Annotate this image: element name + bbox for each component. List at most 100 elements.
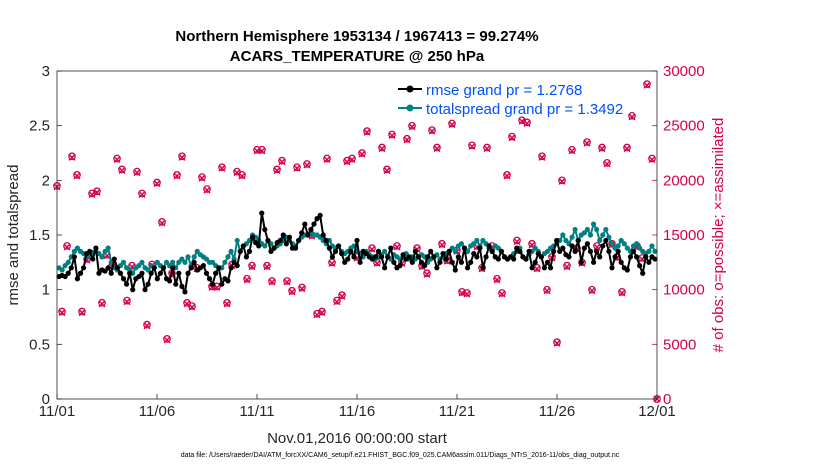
- rmse-point: [335, 243, 342, 249]
- rmse-point: [603, 237, 609, 244]
- rmse-point: [77, 270, 84, 276]
- rmse-point: [652, 256, 658, 262]
- assimilated-obs-point: [493, 276, 501, 284]
- y-tick-label: 2.5: [29, 118, 50, 135]
- rmse-point: [378, 254, 385, 260]
- rmse-point: [409, 259, 415, 265]
- rmse-point: [219, 281, 225, 287]
- y-right-tick-label: 10000: [663, 282, 705, 299]
- rmse-point: [231, 259, 237, 265]
- rmse-point: [455, 254, 461, 260]
- rmse-point: [477, 245, 483, 251]
- rmse-point: [637, 263, 643, 269]
- totalspread-point: [449, 245, 455, 251]
- possible-obs-point: [408, 121, 416, 130]
- assimilated-obs-series: [53, 81, 661, 403]
- rmse-series: [56, 210, 658, 295]
- possible-obs-point: [553, 338, 561, 346]
- rmse-point: [643, 254, 649, 260]
- assimilated-obs-point: [533, 265, 541, 273]
- rmse-point: [569, 243, 575, 249]
- rmse-point: [581, 245, 587, 251]
- rmse-point: [375, 248, 382, 254]
- rmse-point: [646, 259, 652, 265]
- series-layer: [53, 80, 661, 403]
- assimilated-obs-point: [253, 147, 261, 155]
- totalspread-point: [474, 237, 480, 244]
- assimilated-obs-point: [513, 238, 521, 246]
- y-tick-label: 2: [42, 172, 50, 189]
- possible-obs-point: [303, 160, 311, 168]
- rmse-point: [332, 248, 339, 254]
- y-axis-label-right: # of obs: o=possible; ×=assimilated: [710, 118, 727, 353]
- possible-obs-point: [508, 132, 516, 141]
- possible-obs-point: [98, 298, 106, 307]
- possible-obs-point: [288, 286, 296, 295]
- possible-obs-point: [63, 242, 71, 250]
- totalspread-point: [606, 234, 612, 240]
- assimilated-obs-point: [358, 150, 366, 158]
- possible-obs-point: [338, 291, 346, 299]
- possible-obs-point: [563, 261, 571, 270]
- rmse-point: [127, 270, 133, 276]
- rmse-point: [286, 234, 293, 240]
- possible-obs-point: [323, 154, 331, 163]
- y-tick-label: 0.5: [29, 336, 50, 353]
- rmse-point: [105, 265, 111, 271]
- y-right-tick-label: 0: [663, 391, 671, 408]
- totalspread-point: [182, 259, 188, 265]
- totalspread-point: [163, 259, 170, 265]
- assimilated-obs-point: [543, 287, 551, 295]
- rmse-point: [90, 256, 96, 262]
- assimilated-obs-point: [263, 263, 271, 271]
- assimilated-obs-point: [648, 156, 656, 164]
- rmse-point: [511, 256, 517, 262]
- assimilated-obs-point: [223, 300, 231, 308]
- rmse-point: [587, 248, 594, 254]
- assimilated-obs-point: [313, 311, 321, 319]
- rmse-point: [498, 248, 504, 254]
- chart-title: Northern Hemisphere 1953134 / 1967413 = …: [175, 28, 538, 45]
- assimilated-obs-point: [163, 336, 171, 344]
- possible-obs-point: [73, 171, 81, 179]
- rmse-point: [372, 254, 379, 260]
- rmse-point: [566, 254, 572, 260]
- totalspread-point: [495, 245, 501, 251]
- totalspread-point: [584, 226, 591, 233]
- x-tick-label: 11/06: [139, 403, 175, 420]
- totalspread-point: [458, 241, 465, 247]
- totalspread-point: [452, 248, 458, 254]
- assimilated-obs-point: [503, 172, 511, 180]
- rmse-point: [117, 270, 124, 276]
- rmse-point: [640, 270, 646, 276]
- rmse-point: [452, 267, 458, 273]
- assimilated-obs-point: [603, 160, 611, 168]
- assimilated-obs-point: [213, 283, 221, 291]
- rmse-point: [532, 259, 538, 265]
- assimilated-obs-point: [623, 145, 631, 153]
- rmse-point: [71, 254, 77, 260]
- possible-obs-point: [348, 154, 356, 163]
- rmse-point: [176, 270, 182, 276]
- rmse-point: [154, 276, 160, 282]
- possible-obs-point: [618, 288, 626, 296]
- totalspread-point: [179, 256, 185, 262]
- rmse-point: [249, 234, 256, 240]
- rmse-point: [428, 248, 434, 254]
- totalspread-point: [572, 226, 578, 233]
- rmse-point: [618, 259, 624, 265]
- rmse-point: [597, 254, 603, 260]
- rmse-point: [418, 259, 425, 265]
- rmse-point: [434, 265, 440, 271]
- rmse-point: [68, 265, 74, 271]
- chart-subtitle: ACARS_TEMPERATURE @ 250 hPa: [230, 48, 485, 65]
- totalspread-point: [62, 263, 68, 269]
- rmse-point: [529, 265, 535, 271]
- possible-obs-point: [293, 163, 301, 172]
- assimilated-obs-point: [233, 169, 241, 177]
- assimilated-obs-point: [618, 289, 626, 297]
- rmse-point: [363, 250, 369, 257]
- legend: rmse grand pr = 1.2768 totalspread grand…: [398, 82, 623, 118]
- rmse-point: [385, 254, 391, 260]
- assimilated-obs-point: [348, 156, 356, 164]
